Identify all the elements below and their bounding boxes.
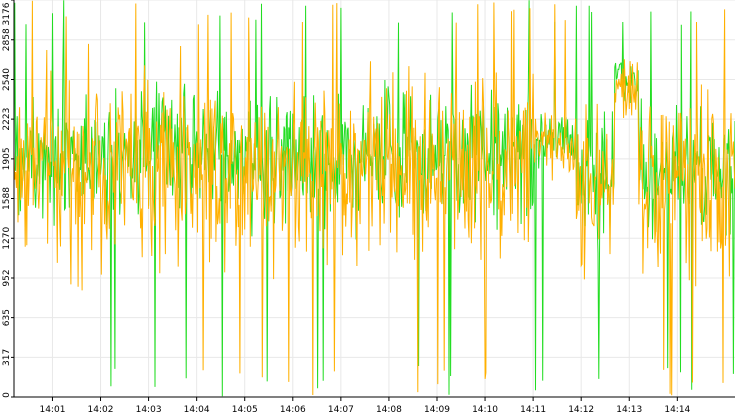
x-tick-label: 14:07 [328,405,354,415]
x-tick-label: 14:01 [39,405,65,415]
y-tick-label: 1905 [2,147,12,170]
y-axis-ticks: 0 317 635 952 1270 1588 1905 2223 2540 2858 3176 [2,0,14,398]
x-tick-label: 14:05 [232,405,258,415]
y-tick-label: 952 [2,269,12,286]
x-tick-label: 14:09 [424,405,450,415]
x-tick-label: 14:13 [616,405,642,415]
series-layer [13,0,735,397]
y-tick-label: 317 [2,349,12,366]
y-tick-label: 635 [2,309,12,326]
x-tick-label: 14:08 [376,405,402,415]
x-tick-label: 14:04 [184,405,210,415]
x-axis-ticks: 14:01 14:02 14:03 14:04 14:05 14:06 14:07 14:08… [39,397,691,415]
x-tick-label: 14:10 [472,405,498,415]
x-tick-label: 14:03 [136,405,162,415]
grid [14,0,735,398]
x-tick-label: 14:12 [568,405,594,415]
x-tick-label: 14:11 [520,405,546,415]
y-tick-label: 0 [2,392,12,398]
x-tick-label: 14:02 [88,405,114,415]
y-tick-label: 2223 [2,108,12,131]
y-tick-label: 1270 [2,227,12,250]
y-tick-label: 2858 [2,28,12,51]
x-tick-label: 14:14 [664,405,690,415]
y-tick-label: 2540 [2,68,12,91]
y-tick-label: 1588 [2,187,12,210]
series-line-orange [13,0,735,396]
y-tick-label: 3176 [2,2,12,25]
x-tick-label: 14:06 [280,405,306,415]
